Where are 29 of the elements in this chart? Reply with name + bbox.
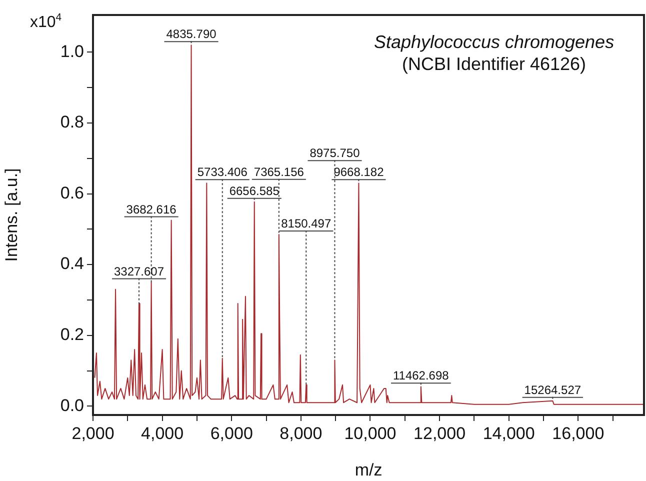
y-tick-label: 1.0 (60, 42, 84, 61)
y-tick-label: 0.0 (60, 396, 84, 415)
x-axis-title: m/z (354, 460, 382, 480)
x-tick-label: 16,000 (552, 424, 604, 443)
annotation: 11462.698 (393, 368, 450, 383)
x-tick-label: 4,000 (141, 424, 184, 443)
x-tick-label: 6,000 (210, 424, 253, 443)
y-tick-label: 0.2 (60, 325, 84, 344)
x-tick-label: 8,000 (280, 424, 322, 443)
y-tick-label: 0.4 (60, 254, 84, 274)
y-tick-label: 0.6 (60, 183, 84, 202)
annotation: 5733.406 (197, 165, 248, 180)
x-tick-label: 2,000 (72, 424, 114, 443)
annotation: 15264.527 (524, 382, 582, 397)
x-tick-label: 12,000 (414, 424, 466, 443)
annotation: 6656.585 (229, 184, 280, 198)
annotation: 8150.497 (281, 216, 332, 230)
text: Staphylococcus chromogenes (374, 32, 614, 52)
y-tick-label: 0.8 (60, 112, 84, 132)
text: (NCBI Identifier 46126) (402, 54, 586, 74)
annotation: 8975.750 (310, 146, 360, 160)
annotation: 7365.156 (254, 164, 304, 179)
annotation: 4835.790 (166, 27, 217, 42)
x-tick-label: 14,000 (482, 424, 535, 443)
annotation: 9668.182 (334, 165, 384, 180)
annotation: 3327.607 (114, 264, 164, 278)
y-axis-title: Intens. [a.u.] (2, 168, 21, 262)
x-tick-label: 10,000 (344, 424, 396, 443)
annotation: 3682.616 (126, 202, 177, 216)
